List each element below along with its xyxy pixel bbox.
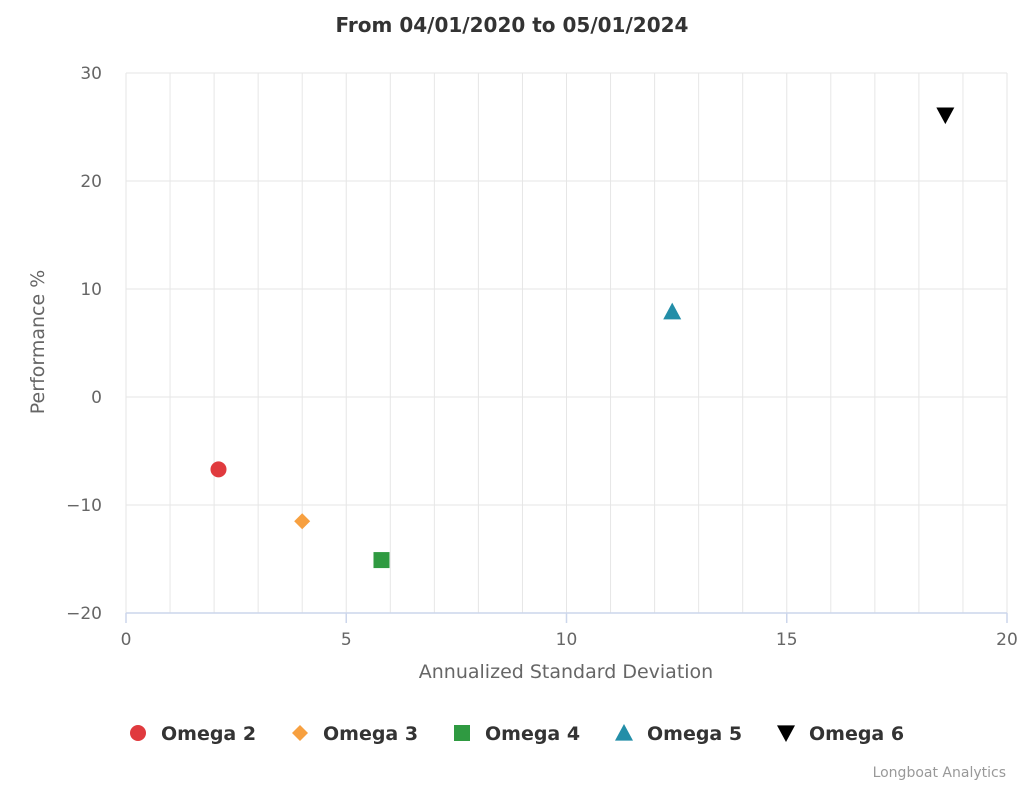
legend-label-omega-2[interactable]: Omega 2 <box>161 723 256 745</box>
data-points <box>210 107 955 569</box>
x-tick-label: 20 <box>996 630 1018 650</box>
y-tick-label: −10 <box>66 496 102 516</box>
y-tick-label: 30 <box>80 64 102 84</box>
credits-label[interactable]: Longboat Analytics <box>873 765 1006 781</box>
legend-label-omega-6[interactable]: Omega 6 <box>809 723 904 745</box>
legend-symbol-omega-4[interactable] <box>454 725 470 741</box>
legend-label-omega-4[interactable]: Omega 4 <box>485 723 580 745</box>
x-tick-label: 0 <box>121 630 132 650</box>
y-tick-label: 0 <box>91 388 102 408</box>
x-tick-label: 5 <box>341 630 352 650</box>
data-point-omega-4[interactable] <box>373 552 390 569</box>
legend-item-omega-4[interactable]: Omega 4 <box>454 723 580 745</box>
axes: 0 5 10 15 20 30 20 10 0 −10 −20 <box>66 64 1018 650</box>
legend-symbol-omega-3[interactable] <box>292 725 308 741</box>
y-tick-label: 20 <box>80 172 102 192</box>
data-point-omega-6[interactable] <box>936 107 955 125</box>
legend-item-omega-6[interactable]: Omega 6 <box>777 723 904 745</box>
y-axis-title: Performance % <box>27 270 49 415</box>
legend-symbol-omega-6[interactable] <box>777 725 795 742</box>
x-axis-title: Annualized Standard Deviation <box>419 661 713 683</box>
legend-symbol-omega-5[interactable] <box>615 724 633 741</box>
x-tick-label: 10 <box>556 630 578 650</box>
grid <box>125 72 1008 614</box>
legend-label-omega-5[interactable]: Omega 5 <box>647 723 742 745</box>
data-point-omega-2[interactable] <box>210 461 227 478</box>
data-point-omega-5[interactable] <box>663 302 682 320</box>
legend-item-omega-3[interactable]: Omega 3 <box>292 723 418 745</box>
legend-symbol-omega-2[interactable] <box>130 725 146 741</box>
legend: Omega 2 Omega 3 Omega 4 Omega 5 Omega 6 <box>130 723 904 745</box>
legend-label-omega-3[interactable]: Omega 3 <box>323 723 418 745</box>
y-tick-label: 10 <box>80 280 102 300</box>
x-tick-label: 15 <box>776 630 798 650</box>
chart-title: From 04/01/2020 to 05/01/2024 <box>336 13 689 37</box>
y-tick-label: −20 <box>66 604 102 624</box>
legend-item-omega-2[interactable]: Omega 2 <box>130 723 256 745</box>
data-point-omega-3[interactable] <box>294 513 311 530</box>
legend-item-omega-5[interactable]: Omega 5 <box>615 723 742 745</box>
